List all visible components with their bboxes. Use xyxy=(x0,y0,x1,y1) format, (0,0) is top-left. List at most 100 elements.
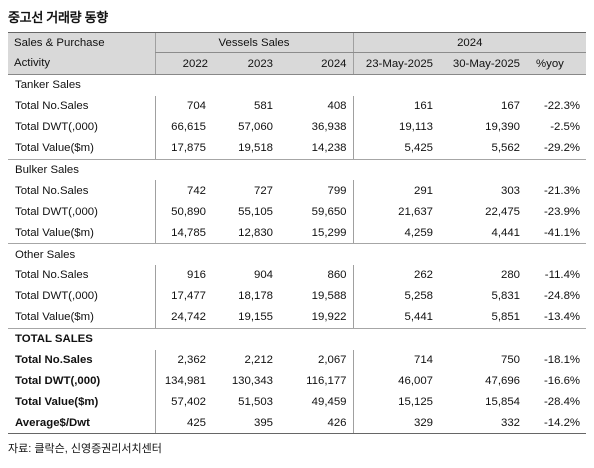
cell-value: 161 xyxy=(352,95,440,117)
row-label: Total Value($m) xyxy=(8,306,155,329)
header-ytd-year: 2024 xyxy=(352,32,587,53)
row-label: Total DWT(,000) xyxy=(15,205,98,218)
cell-value: 24,742 xyxy=(154,306,212,329)
header-col-2024: 2024 xyxy=(279,52,354,75)
cell-value: 19,113 xyxy=(352,116,440,138)
cell-value: 19,390 xyxy=(485,121,521,134)
cell-value: 742 xyxy=(154,180,212,202)
cell-value: 262 xyxy=(352,265,440,286)
cell-value: -2.5% xyxy=(550,121,581,134)
cell-value: 426 xyxy=(279,412,354,435)
cell-value: -24.8% xyxy=(543,290,581,303)
cell-value: 167 xyxy=(501,100,521,113)
cell-value: 21,637 xyxy=(352,201,440,223)
cell-value: 408 xyxy=(327,100,347,113)
group-name: Bulker Sales xyxy=(15,164,79,176)
table-row: Total No.Sales 916 904 860 262 280 -11.4% xyxy=(8,265,586,286)
header-row-2: Activity 2022 2023 2024 23-May-2025 30-M… xyxy=(8,52,587,75)
cell-value: -13.4% xyxy=(526,306,587,329)
cell-value: 19,155 xyxy=(212,306,279,329)
cell-value: 14,785 xyxy=(154,222,212,245)
cell-value: -16.6% xyxy=(543,374,581,387)
group-header-row: Other Sales xyxy=(8,244,586,265)
table-row: Total Value($m) 14,785 12,830 15,299 4,259 4,… xyxy=(8,222,587,245)
cell-value: 46,007 xyxy=(352,370,440,392)
cell-value: 916 xyxy=(154,265,212,286)
header-col-yoy: %yoy xyxy=(526,52,587,75)
table-row: Total Value($m) 24,742 19,155 19,922 5,441 5,… xyxy=(8,306,587,329)
cell-value: 134,981 xyxy=(154,370,212,392)
row-label: Total No.Sales xyxy=(15,100,89,113)
cell-value: 714 xyxy=(352,349,440,371)
cell-value: 860 xyxy=(327,269,347,282)
cell-value: 280 xyxy=(501,269,521,282)
header-col-2022: 2022 xyxy=(154,52,212,75)
cell-value: 5,425 xyxy=(352,137,440,160)
cell-value: 704 xyxy=(154,95,212,117)
cell-value: 4,441 xyxy=(439,222,527,245)
cell-value: 15,299 xyxy=(279,222,354,245)
cell-value: 59,650 xyxy=(311,205,347,218)
page-title: 중고선 거래량 동향 xyxy=(8,10,108,25)
header-col-30-may-2025: 30-May-2025 xyxy=(439,52,527,75)
cell-value: 57,060 xyxy=(238,121,273,134)
table-row: Average$/Dwt 425 395 426 329 332 -14.2% xyxy=(8,412,587,435)
row-label: Total No.Sales xyxy=(15,184,89,197)
header-col-23-may-2025: 23-May-2025 xyxy=(352,52,440,75)
table-header: Sales & Purchase Vessels Sales 2024 Acti… xyxy=(8,32,587,75)
cell-value: 15,125 xyxy=(352,391,440,413)
source-note: 자료: 클락슨, 신영증권리서치센터 xyxy=(8,443,162,455)
cell-value: 332 xyxy=(439,412,527,435)
cell-value: 50,890 xyxy=(154,201,212,223)
header-col-2023: 2023 xyxy=(212,52,279,75)
cell-value: 5,258 xyxy=(352,285,440,307)
cell-value: 5,851 xyxy=(439,306,527,329)
cell-value: 4,259 xyxy=(352,222,440,245)
group-name: Other Sales xyxy=(15,248,76,261)
cell-value: 19,922 xyxy=(279,306,354,329)
cell-value: 14,238 xyxy=(279,137,354,160)
cell-value: 116,177 xyxy=(306,374,347,387)
group-header-row: TOTAL SALES xyxy=(8,328,586,349)
cell-value: 36,938 xyxy=(311,121,347,134)
header-activity: Activity xyxy=(8,52,155,75)
cell-value: 5,831 xyxy=(491,290,521,303)
cell-value: -11.4% xyxy=(544,269,581,282)
cell-value: 395 xyxy=(212,412,279,435)
cell-value: 49,459 xyxy=(311,395,347,408)
sales-purchase-table: Sales & Purchase Vessels Sales 2024 Acti… xyxy=(8,32,587,435)
row-label: Total No.Sales xyxy=(15,354,93,367)
table-row: Total DWT(,000) 17,477 18,178 19,588 5,258 5,… xyxy=(8,285,586,307)
row-label: Total Value($m) xyxy=(8,222,155,245)
row-label: Total DWT(,000) xyxy=(15,374,101,387)
cell-value: 2,212 xyxy=(244,354,273,367)
table-row: Total No.Sales 704 581 408 161 167 -22.3% xyxy=(8,95,586,117)
cell-value: -14.2% xyxy=(526,412,587,435)
cell-value: 904 xyxy=(253,269,273,282)
cell-value: 51,503 xyxy=(238,395,273,408)
cell-value: 19,588 xyxy=(311,290,347,303)
cell-value: 130,343 xyxy=(231,374,273,387)
row-label: Total DWT(,000) xyxy=(15,121,98,134)
table-row: Total Value($m) 17,875 19,518 14,238 5,425 5,… xyxy=(8,137,587,160)
table-row: Total DWT(,000) 134,981 130,343 116,177 46,0… xyxy=(8,370,586,392)
cell-value: 18,178 xyxy=(238,290,273,303)
cell-value: 57,402 xyxy=(154,391,212,413)
row-label: Total Value($m) xyxy=(8,137,155,160)
group-header-row: Bulker Sales xyxy=(8,159,586,180)
cell-value: 750 xyxy=(501,354,521,367)
cell-value: -18.1% xyxy=(543,354,581,367)
cell-value: 17,875 xyxy=(154,137,212,160)
cell-value: -21.3% xyxy=(543,184,581,197)
table-row: Total Value($m) 57,402 51,503 49,459 15,125 1… xyxy=(8,391,586,413)
group-header-row: Tanker Sales xyxy=(8,75,586,96)
cell-value: 19,518 xyxy=(212,137,279,160)
table-row: Total DWT(,000) 50,890 55,105 59,650 21,637 2… xyxy=(8,201,586,223)
cell-value: 47,696 xyxy=(485,374,521,387)
cell-value: 22,475 xyxy=(485,205,521,218)
cell-value: 2,067 xyxy=(318,354,347,367)
header-vessels-sales: Vessels Sales xyxy=(154,32,354,53)
header-sales-purchase: Sales & Purchase xyxy=(8,32,155,53)
group-name: Tanker Sales xyxy=(15,79,81,92)
cell-value: 12,830 xyxy=(212,222,279,245)
